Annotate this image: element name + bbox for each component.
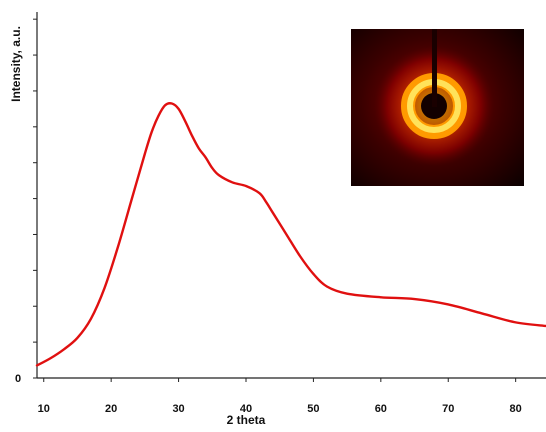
inset-diffraction-image [351,29,524,186]
x-tick-label: 20 [105,403,117,415]
inset-beamstop-holder [432,29,437,107]
x-tick-label: 50 [307,403,319,415]
x-tick-label: 40 [240,403,252,415]
x-axis-label: 2 theta [227,413,266,427]
series-line [35,102,546,367]
x-tick-label: 10 [38,403,50,415]
x-ticks: 10 20 30 40 50 60 70 80 [38,378,522,415]
x-tick-label: 70 [442,403,454,415]
y-ticks: 0 [15,18,37,385]
x-tick-label: 30 [172,403,184,415]
y-axis-label: Intensity, a.u. [9,26,23,102]
y-tick-label: 0 [15,373,21,385]
x-tick-label: 80 [510,403,522,415]
x-tick-label: 60 [375,403,387,415]
